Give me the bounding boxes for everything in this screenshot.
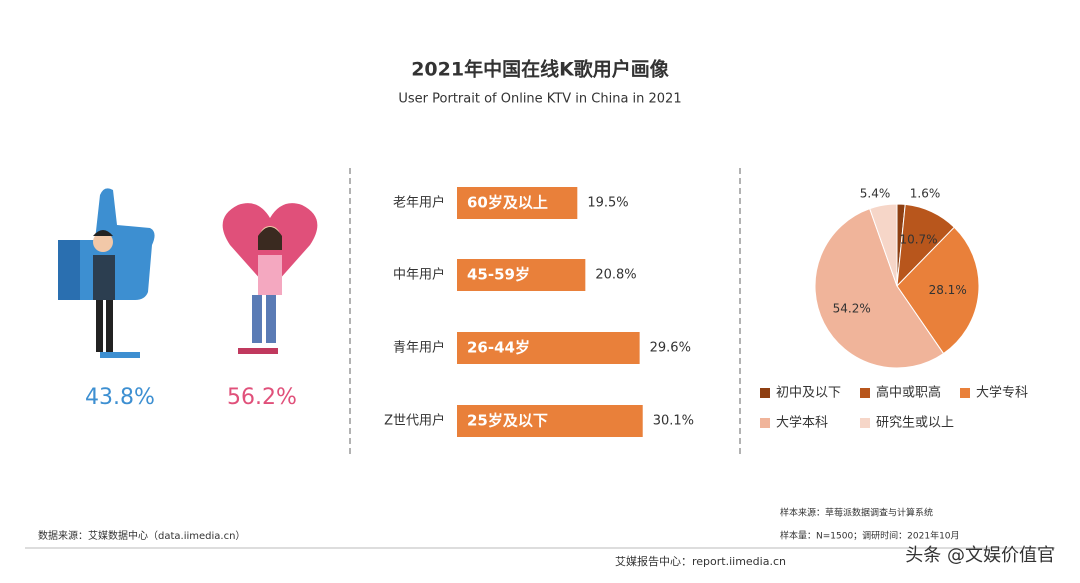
sample-size: 样本量：N=1500；调研时间：2021年10月: [780, 530, 960, 542]
bar-label: 60岁及以上: [467, 194, 548, 212]
bar-label: 45-59岁: [467, 266, 530, 284]
pie-label: 10.7%: [899, 232, 937, 246]
female-icon: [222, 203, 318, 354]
pie-slice: [814, 208, 945, 369]
subtitle: User Portrait of Online KTV in China in …: [398, 92, 681, 107]
legend-label: 高中或职高: [876, 385, 941, 401]
category-label: Z世代用户: [384, 413, 445, 429]
title: 2021年中国在线K歌用户画像: [411, 58, 670, 81]
pie-label: 5.4%: [860, 187, 891, 201]
bar-label: 25岁及以下: [467, 412, 548, 430]
legend-label: 研究生或以上: [876, 416, 954, 431]
legend-swatch: [860, 418, 870, 428]
stat-value: 56.2%: [227, 385, 297, 410]
legend-label: 大学本科: [776, 415, 828, 431]
watermark: 头条 @文娱价值官: [905, 545, 1055, 566]
legend-swatch: [760, 388, 770, 398]
value-label: 20.8%: [595, 268, 636, 283]
legend-swatch: [960, 388, 970, 398]
sample-source: 样本来源：草莓派数据调查与计算系统: [780, 507, 933, 519]
source: 数据来源：艾媒数据中心（data.iimedia.cn）: [38, 529, 245, 542]
pie-label: 54.2%: [833, 302, 871, 316]
pie-label: 1.6%: [910, 187, 941, 201]
bar: [457, 332, 640, 364]
legend-swatch: [860, 388, 870, 398]
pie-label: 28.1%: [929, 283, 967, 297]
category-label: 中年用户: [393, 267, 445, 283]
bar: [457, 187, 578, 219]
value-label: 29.6%: [650, 341, 691, 356]
pie-slice: [869, 203, 898, 287]
legend-swatch: [760, 418, 770, 428]
legend-label: 大学专科: [976, 385, 1028, 401]
stat-value: 43.8%: [85, 385, 155, 410]
male-icon: [58, 188, 155, 358]
report: 艾媒报告中心：report.iimedia.cn: [615, 554, 786, 568]
bar-label: 26-44岁: [467, 339, 530, 357]
legend-label: 初中及以下: [776, 386, 841, 401]
value-label: 19.5%: [587, 196, 628, 211]
value-label: 30.1%: [653, 414, 694, 429]
category-label: 青年用户: [393, 340, 445, 356]
pie-slice: [896, 226, 980, 355]
bar: [457, 405, 643, 437]
bar: [457, 259, 586, 291]
category-label: 老年用户: [393, 195, 445, 211]
